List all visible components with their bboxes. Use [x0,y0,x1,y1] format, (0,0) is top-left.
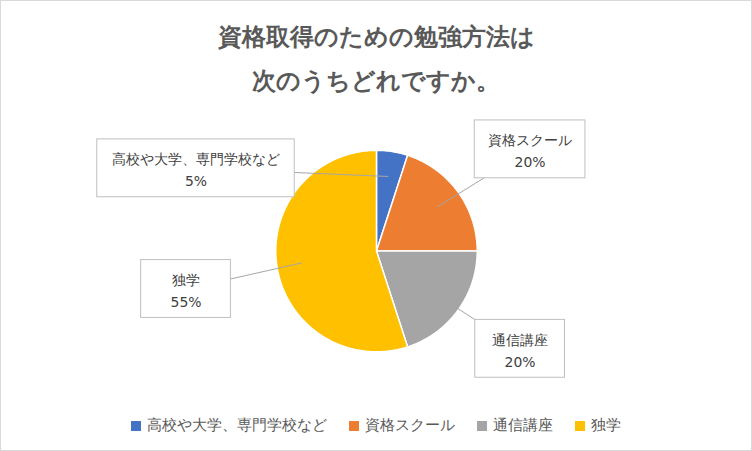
svg-text:資格スクール20%: 資格スクール20% [488,132,572,170]
svg-text:独学55%: 独学55% [171,272,202,310]
html-text:独学: 独学 [591,416,621,434]
html-text:資格取得のための勉強方法は: 資格取得のための勉強方法は [217,23,535,51]
html-text:資格スクール: 資格スクール [365,416,455,434]
svg-text:高校や大学、専門学校など5%: 高校や大学、専門学校など5% [112,151,280,189]
html-text:次のうちどれですか。: 次のうちどれですか。 [252,67,500,95]
html-text:高校や大学、専門学校など: 高校や大学、専門学校など [147,416,327,434]
html-text:通信講座: 通信講座 [493,416,553,434]
svg-text:通信講座20%: 通信講座20% [492,332,548,370]
